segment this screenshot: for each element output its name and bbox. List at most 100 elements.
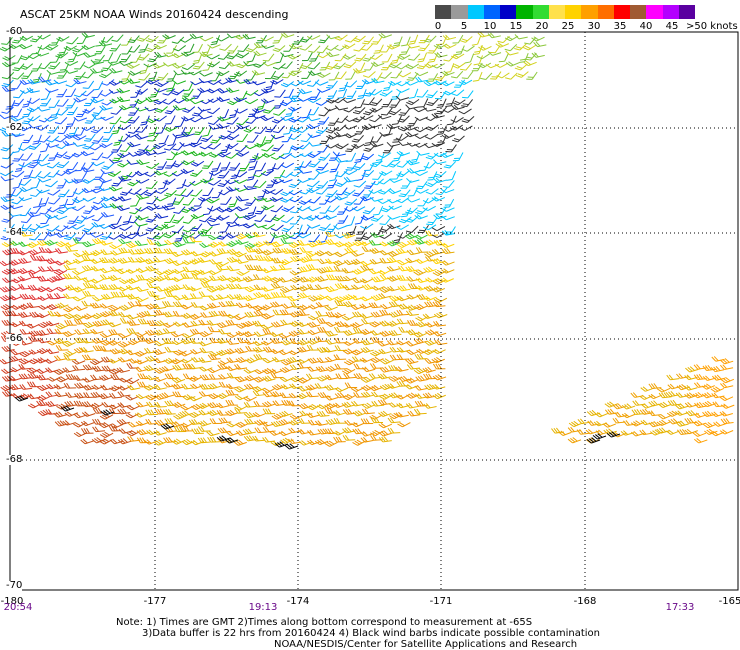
wind-barb [444,158,456,170]
wind-barb [198,266,211,275]
wind-barb [712,391,725,398]
wind-barb [235,347,248,354]
wind-barb [236,355,249,363]
wind-barb [118,282,131,292]
wind-barb [219,417,232,423]
wind-barb [416,247,428,252]
wind-barb [263,374,276,382]
wind-barb [362,400,375,409]
wind-barb [203,185,214,198]
wind-barb [408,50,420,62]
wind-barb [171,329,184,338]
wind-barb [227,338,240,344]
wind-barb [693,390,706,399]
wind-barb [19,356,32,366]
wind-barb [191,157,204,168]
wind-barb [454,77,465,90]
wind-barb [154,112,167,123]
wind-barb [299,437,312,446]
wind-barb [21,68,32,81]
wind-barb [325,238,338,245]
wind-barb [83,193,96,203]
wind-barb [198,85,211,94]
wind-barb [137,157,150,165]
wind-barb [126,392,139,402]
wind-barb [289,381,302,389]
wind-barb [271,176,284,186]
wind-barb [271,320,284,328]
wind-barb [425,319,438,328]
wind-barb [146,264,159,272]
wind-barb [126,409,139,419]
wind-barb [300,409,313,417]
wind-barb [406,401,419,408]
wind-barb [271,282,284,289]
wind-barb [109,329,121,335]
wind-barb [193,52,202,65]
wind-barb [208,354,220,360]
wind-barb [255,204,266,217]
wind-barb [1,159,14,170]
wind-barb [285,106,294,119]
wind-barb [472,34,481,47]
wind-barb [101,201,114,208]
wind-barb [1,104,13,116]
wind-barb [165,113,175,126]
wind-barb [389,329,402,336]
wind-barb [299,167,312,174]
wind-barb [55,419,68,426]
lat-lon-grid [10,32,738,590]
latitude-label: -64 [6,228,22,238]
wind-barb [432,59,445,69]
wind-barb [409,87,418,100]
wind-barb [290,248,302,254]
wind-barb [279,417,292,425]
wind-barb [199,212,211,224]
note-line-3: NOAA/NESDIS/Center for Satellite Applica… [274,639,577,650]
wind-barb [270,193,283,203]
wind-barb [685,365,698,373]
wind-barb [147,291,159,296]
wind-barb [119,76,132,86]
wind-barb [154,84,167,93]
wind-barb [83,78,94,91]
wind-barb [272,141,284,153]
wind-barb [462,113,474,125]
note-line-1: Note: 1) Times are GMT 2)Times along bot… [116,617,532,628]
wind-barb [154,428,167,436]
wind-barb [198,230,210,236]
wind-barb [137,382,149,387]
wind-barb [380,382,393,391]
wind-barb [433,391,446,400]
wind-barb [414,408,426,414]
wind-barb [416,319,429,328]
wind-barb [371,337,383,343]
wind-barb [406,60,419,71]
wind-barb [154,41,167,50]
wind-barb [90,247,103,257]
wind-barb [298,384,311,392]
wind-barb [273,247,286,254]
wind-barb [289,67,302,77]
wind-barb [200,33,213,43]
wind-barb [182,329,195,339]
wind-barb [307,274,320,283]
wind-barb [361,40,373,52]
wind-barb [414,139,427,149]
wind-barb [11,113,24,123]
wind-barb [380,284,393,294]
wind-barb-map [0,0,740,650]
wind-barb [198,419,211,427]
wind-barb [77,33,87,46]
wind-barb [301,68,311,81]
wind-barb [9,257,22,266]
wind-barb [29,230,41,242]
wind-barb [37,104,50,112]
wind-barb [220,142,229,155]
wind-barb [127,77,140,84]
wind-barb [261,41,274,49]
wind-barb [190,96,203,105]
wind-barb [325,103,338,112]
wind-barb [28,284,41,291]
wind-barb [290,267,303,276]
